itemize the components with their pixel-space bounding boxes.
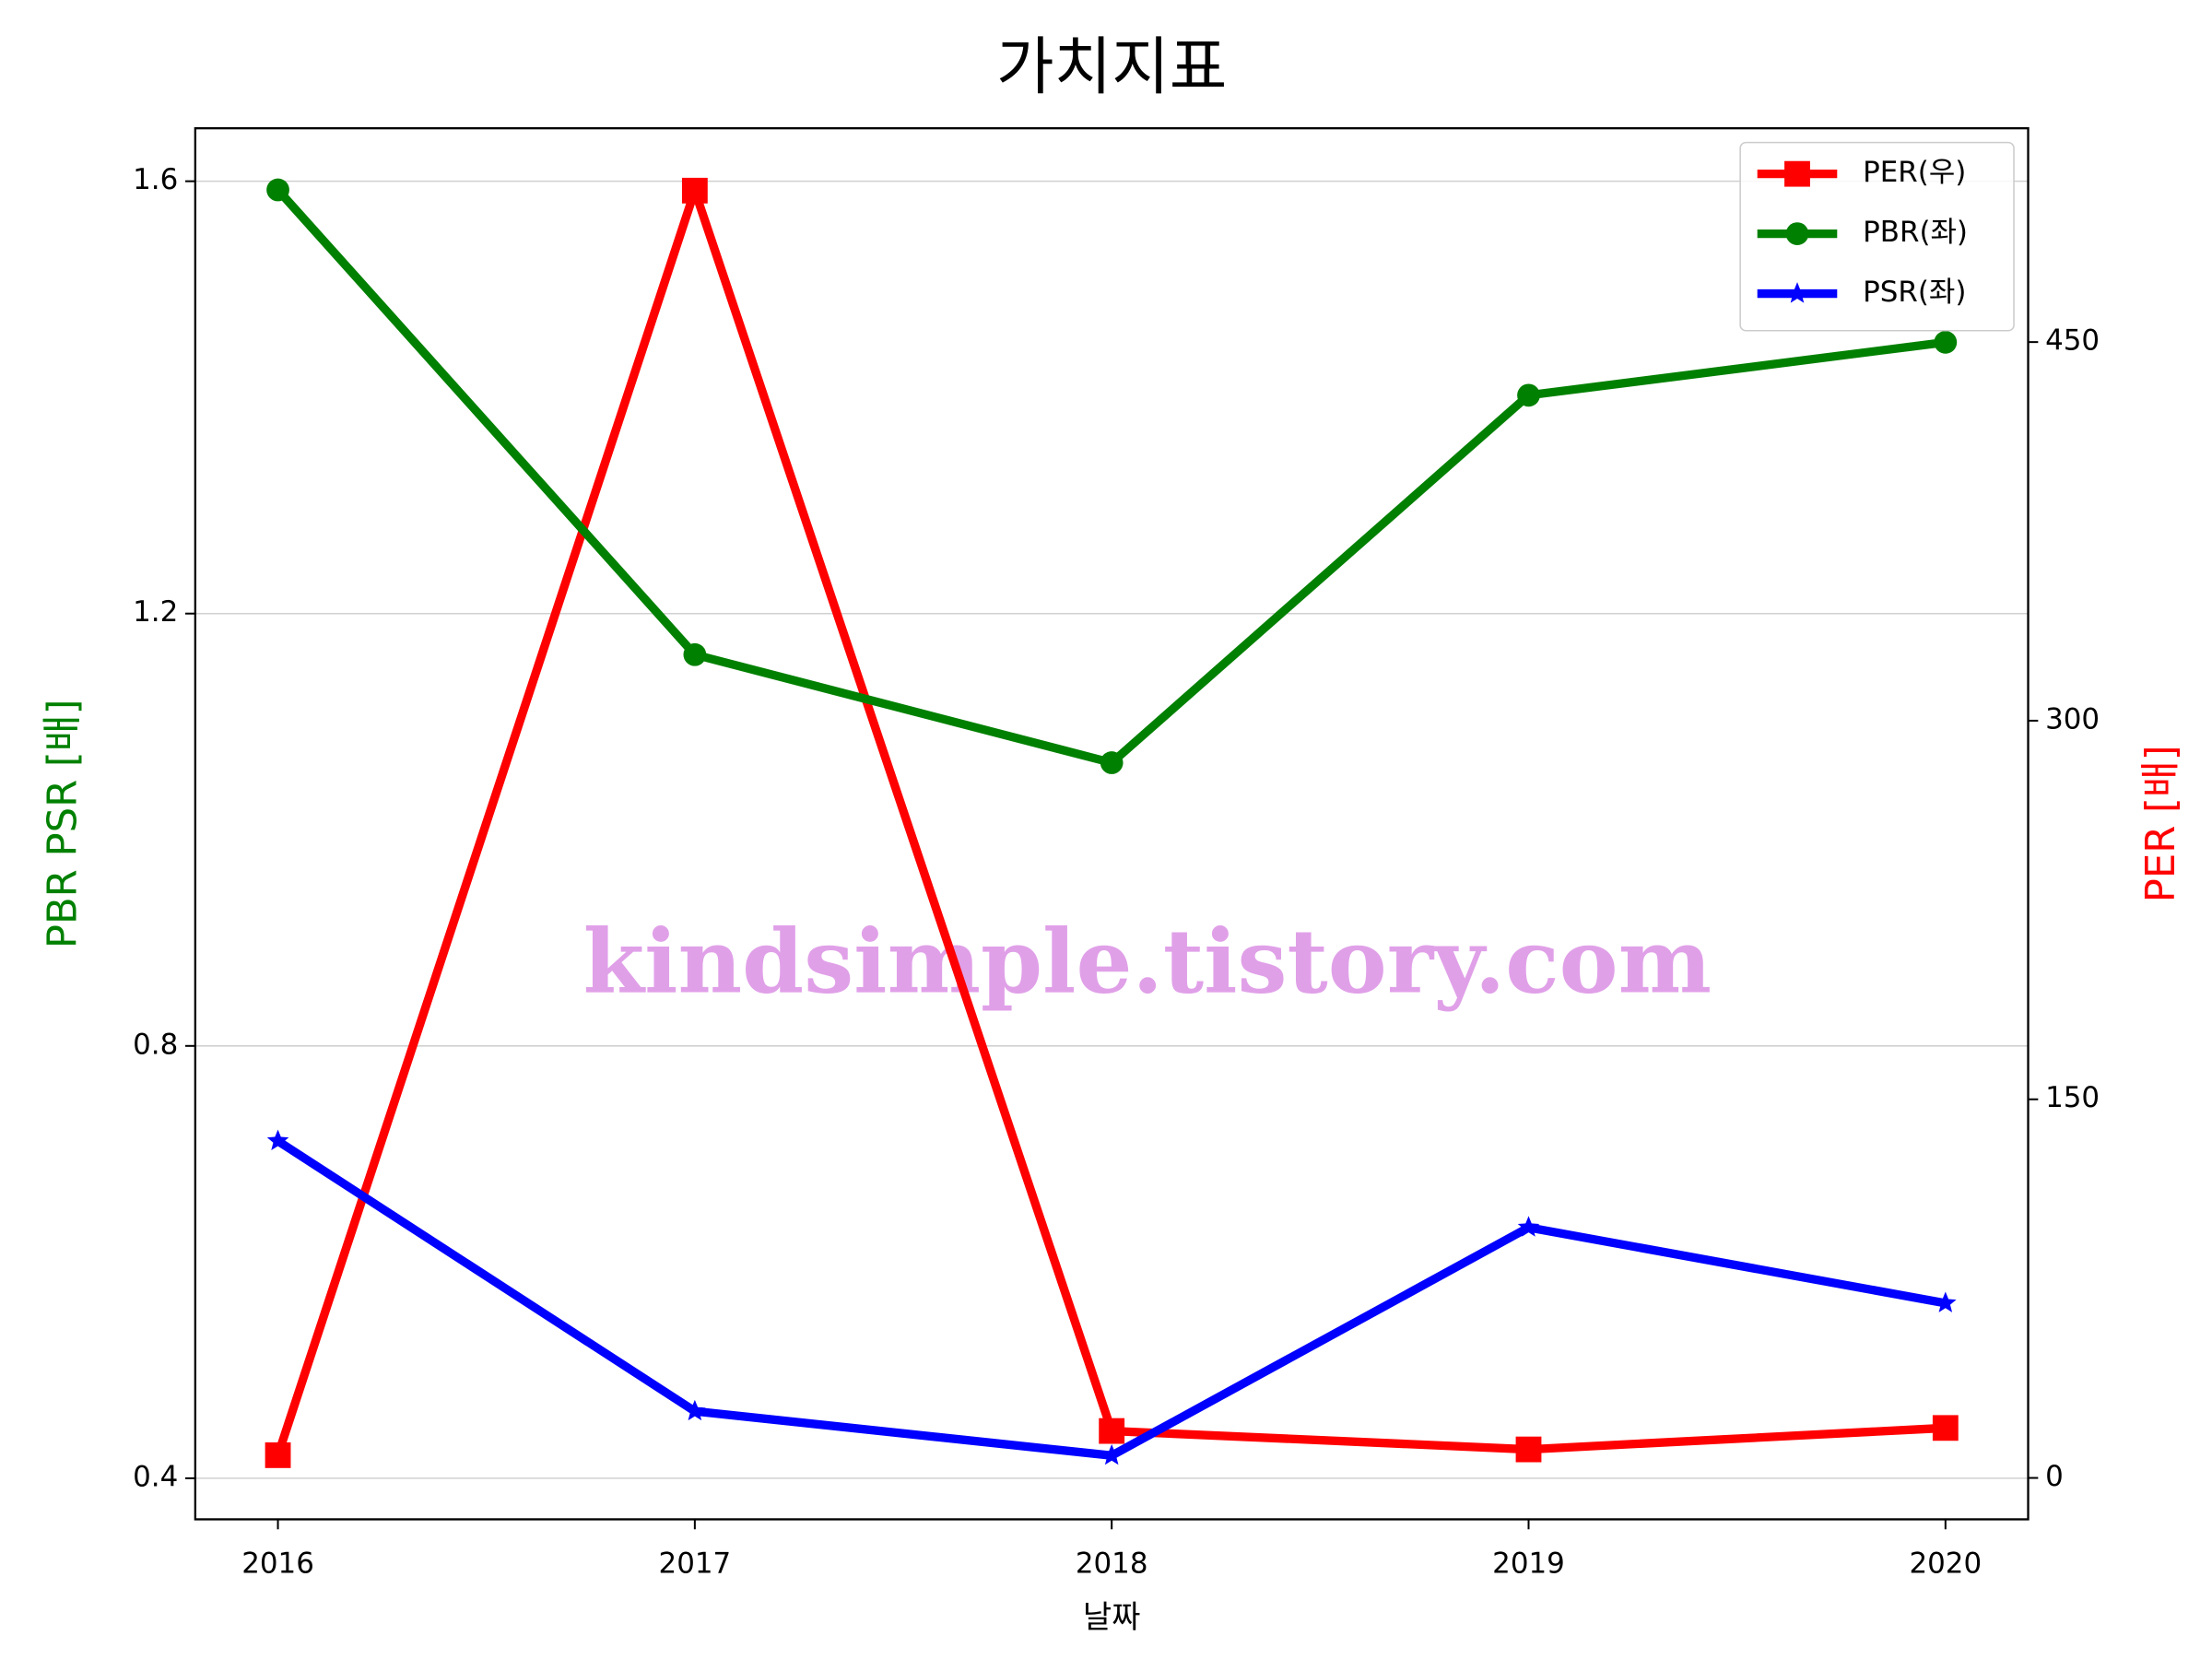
marker: [683, 642, 707, 666]
legend-label: PSR(좌): [1863, 276, 1966, 309]
marker: [684, 1399, 706, 1421]
y2-tick-label: 450: [2045, 324, 2100, 358]
marker: [266, 178, 289, 202]
y2-axis-label: PER [배]: [2138, 745, 2184, 902]
legend-marker: [1784, 160, 1810, 187]
marker: [266, 1129, 289, 1150]
watermark: kindsimple.tistory.com: [583, 909, 1712, 1013]
marker: [1515, 1436, 1542, 1463]
marker: [1100, 751, 1124, 774]
legend-marker: [1785, 222, 1809, 245]
chart-title: 가치지표: [996, 31, 1227, 104]
x-tick-label: 2019: [1492, 1547, 1565, 1580]
x-tick-label: 2016: [241, 1547, 314, 1580]
plot-frame: [194, 127, 2030, 1521]
legend-label: PBR(좌): [1863, 216, 1968, 249]
marker: [1932, 1415, 1959, 1441]
marker: [265, 1441, 291, 1468]
x-tick-label: 2018: [1076, 1547, 1148, 1580]
marker: [1934, 331, 1958, 354]
x-tick-label: 2017: [659, 1547, 732, 1580]
x-axis-label: 날짜: [1083, 1599, 1141, 1636]
y2-tick-label: 300: [2045, 702, 2100, 735]
marker: [1935, 1291, 1957, 1312]
legend-box: [1739, 141, 2015, 332]
legend-marker: [1786, 282, 1808, 303]
marker: [1100, 1443, 1123, 1465]
marker: [1517, 1216, 1540, 1237]
marker: [1517, 383, 1540, 407]
y2-tick-label: 150: [2045, 1081, 2100, 1114]
x-tick-label: 2020: [1909, 1547, 1982, 1580]
y2-tick-label: 0: [2045, 1460, 2064, 1493]
marker: [681, 177, 708, 204]
legend-label: PER(우): [1863, 156, 1966, 189]
y-tick-label: 0.8: [133, 1028, 178, 1061]
marker: [1099, 1418, 1125, 1444]
y-tick-label: 1.2: [133, 595, 178, 629]
y-tick-label: 1.6: [133, 163, 178, 196]
y-tick-label: 0.4: [133, 1460, 178, 1493]
y-axis-label: PBR PSR [배]: [41, 700, 87, 949]
legend: PER(우) PBR(좌) PSR(좌): [1739, 141, 2015, 332]
